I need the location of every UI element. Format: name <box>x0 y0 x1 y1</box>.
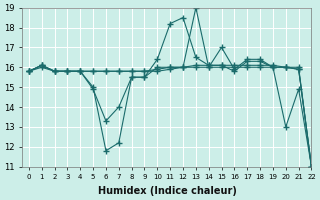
X-axis label: Humidex (Indice chaleur): Humidex (Indice chaleur) <box>98 186 236 196</box>
